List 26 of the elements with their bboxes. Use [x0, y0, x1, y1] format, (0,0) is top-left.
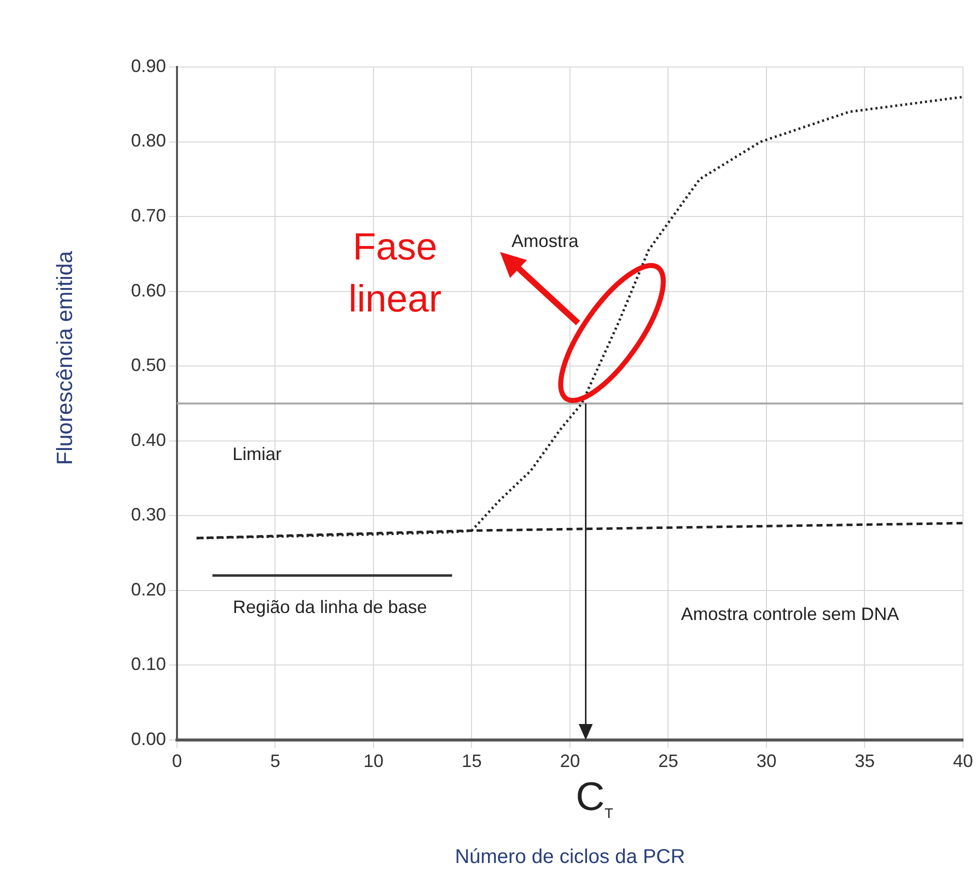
y-tick-label: 0.80	[130, 130, 166, 151]
annotation: Fase linear	[348, 226, 442, 320]
x-axis-title: Número de ciclos da PCR	[454, 846, 686, 869]
x-tick-label: 0	[172, 750, 182, 771]
x-tick-label: 25	[658, 750, 678, 771]
y-tick-label: 0.00	[130, 728, 166, 749]
y-tick-label: 0.30	[130, 504, 166, 525]
y-tick-label: 0.10	[130, 654, 166, 674]
y-axis-title: Fluorescência emitida	[52, 250, 78, 467]
y-tick-label: 0.20	[130, 579, 166, 600]
annotation: Amostra controle sem DNA	[680, 604, 900, 624]
x-tick-label: 30	[756, 750, 777, 771]
annotation: Região da linha de base	[232, 596, 428, 617]
x-tick-label: 35	[854, 750, 875, 771]
x-tick-label: 40	[952, 750, 974, 771]
annotation: Limiar	[232, 444, 282, 464]
x-tick-label: 20	[560, 750, 580, 771]
y-tick-label: 0.40	[130, 430, 166, 450]
annotation: Amostra	[511, 230, 580, 251]
x-tick-label: 5	[270, 750, 280, 771]
y-tick-label: 0.70	[130, 206, 166, 226]
y-tick-label: 0.90	[130, 56, 166, 76]
y-tick-label: 0.60	[130, 280, 166, 300]
x-tick-label: 10	[363, 750, 384, 771]
x-tick-label: 15	[462, 750, 482, 771]
y-tick-label: 0.50	[130, 355, 166, 376]
